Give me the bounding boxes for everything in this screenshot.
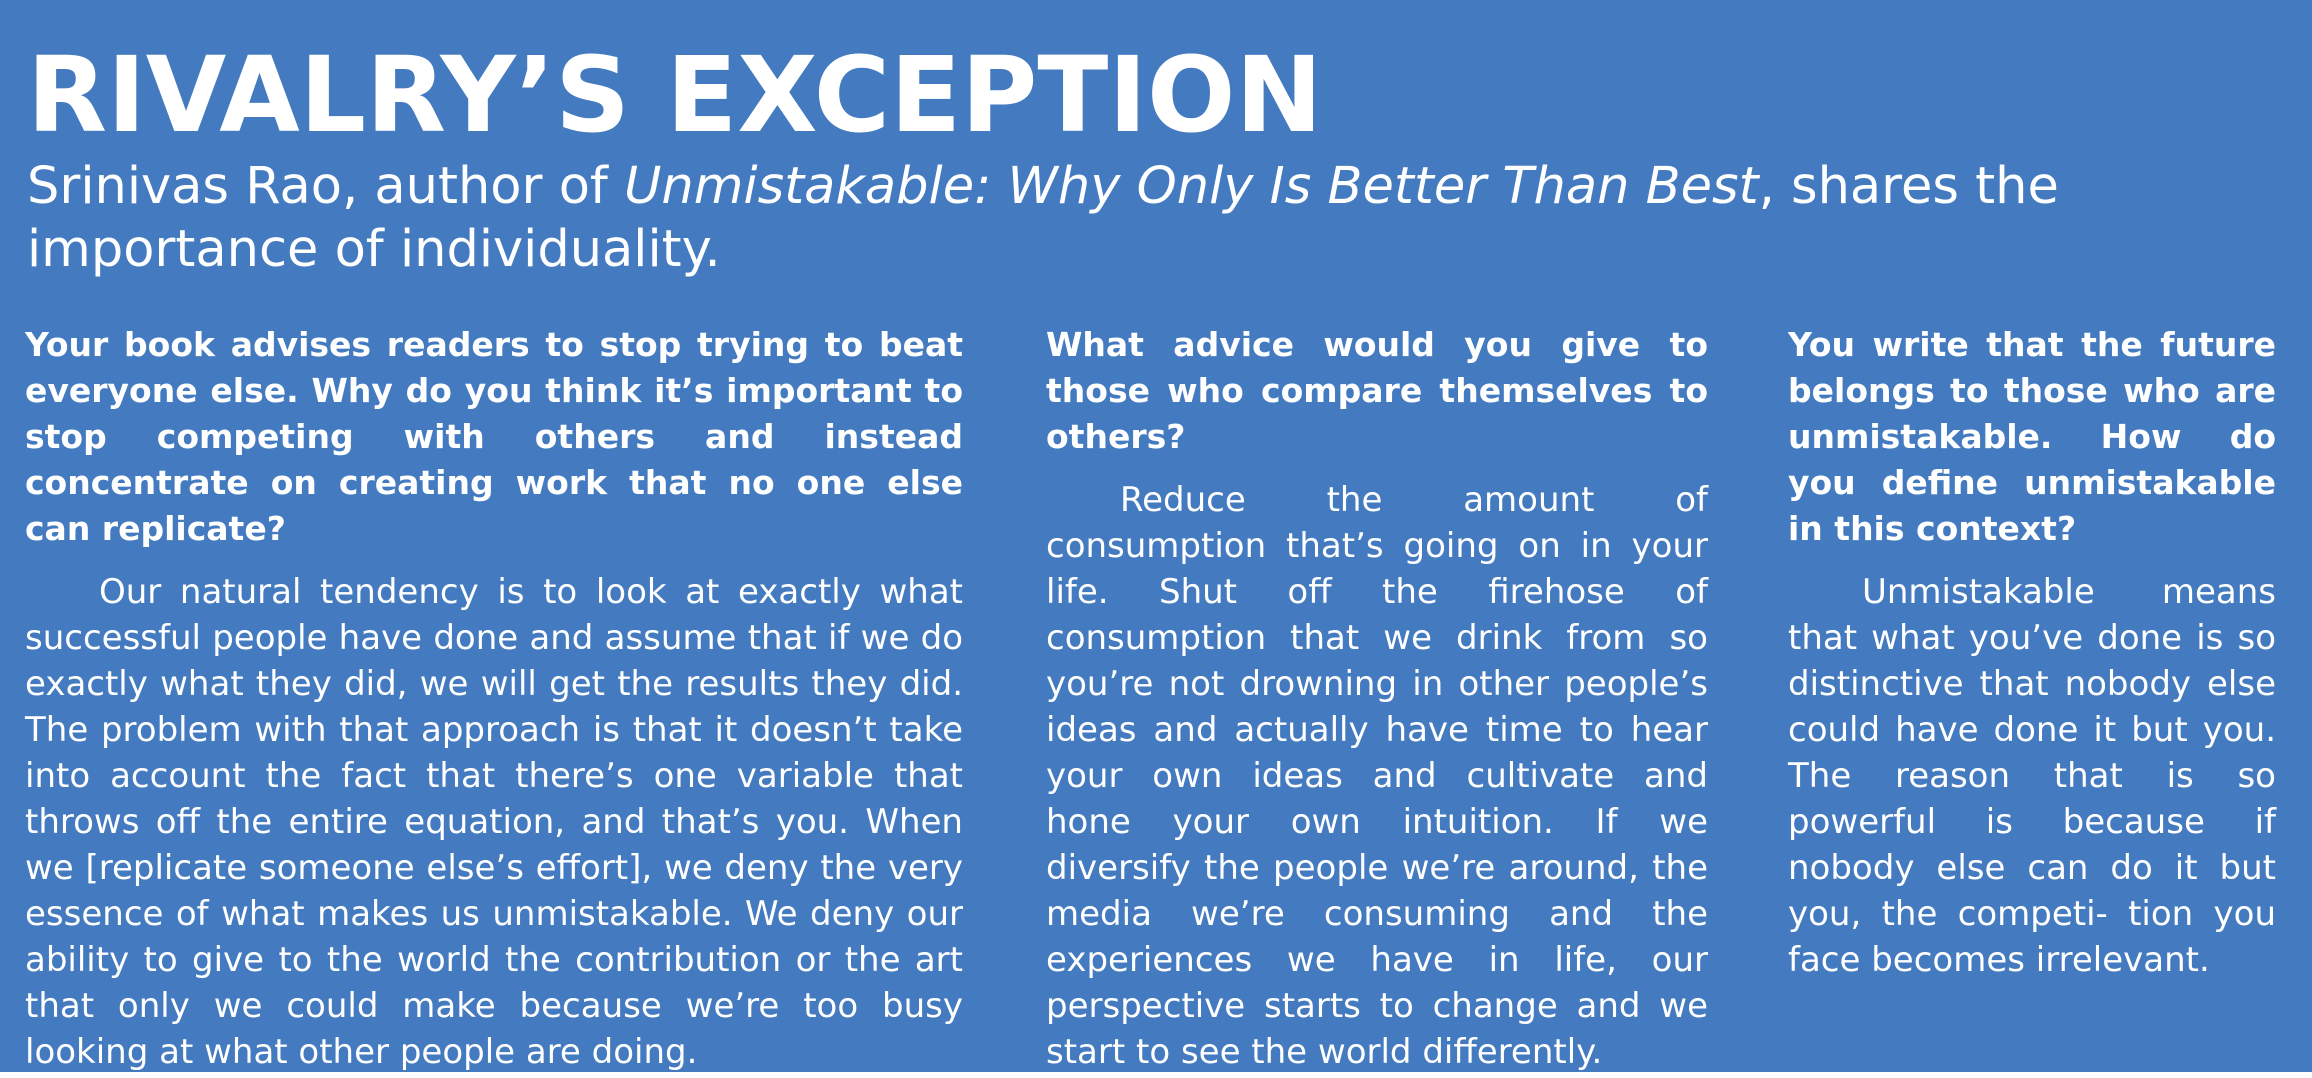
subtitle-tail: , shares the importance of individuality… [27, 157, 2059, 279]
answer-3: Unmistakable means that what you’ve done… [1788, 572, 2276, 980]
qa-column-1: Your book advises readers to stop trying… [25, 322, 963, 1075]
article-subtitle: Srinivas Rao, author of Unmistakable: Wh… [27, 155, 2247, 281]
book-title: Unmistakable: Why Only Is Better Than Be… [624, 157, 1759, 216]
question-1: Your book advises readers to stop trying… [25, 325, 963, 548]
question-3: You write that the future belongs to tho… [1788, 325, 2276, 548]
qa-column-3: You write that the future belongs to tho… [1788, 322, 2276, 983]
subtitle-lead: Srinivas Rao, author of [27, 157, 625, 216]
question-2: What advice would you give to those who … [1046, 325, 1708, 456]
article-title: RIVALRY’S EXCEPTION [27, 34, 1323, 156]
qa-column-2: What advice would you give to those who … [1046, 322, 1708, 1075]
answer-1: Our natural tendency is to look at exact… [25, 572, 963, 1072]
answer-2: Reduce the amount of consumption that’s … [1046, 480, 1708, 1072]
